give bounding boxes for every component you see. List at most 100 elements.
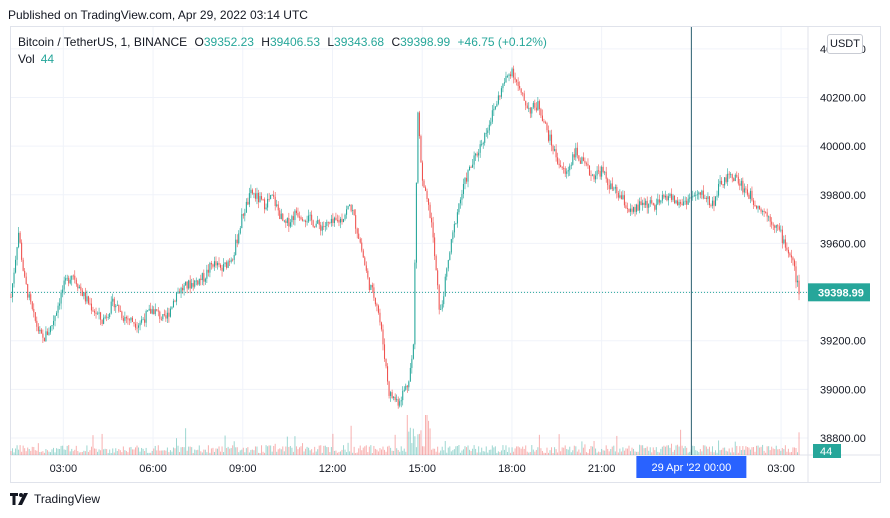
volume-bar: [285, 446, 287, 455]
candle-body: [15, 259, 17, 273]
volume-bar: [396, 448, 398, 455]
candle-body: [341, 218, 343, 223]
currency-button[interactable]: USDT: [827, 34, 863, 54]
candle-body: [305, 220, 307, 223]
candle-body: [330, 218, 332, 223]
candle-body: [461, 193, 463, 200]
candle-body: [380, 322, 383, 330]
candle-body: [207, 269, 209, 273]
volume-bar: [141, 447, 143, 455]
volume-bar: [66, 445, 68, 455]
candle-body: [634, 207, 636, 212]
candle-body: [280, 213, 282, 220]
volume-bar: [466, 447, 468, 455]
candle-body: [390, 392, 392, 396]
candle-body: [519, 86, 521, 89]
candle-body: [271, 194, 273, 196]
candle-body: [107, 317, 109, 318]
candle-body: [570, 164, 572, 166]
y-tick-label: 39200.00: [820, 336, 866, 348]
volume-bar: [672, 451, 674, 455]
volume-bar: [502, 445, 504, 455]
volume-bar: [503, 449, 505, 455]
volume-bar: [558, 434, 560, 455]
volume-bar: [588, 449, 590, 455]
volume-bar: [459, 452, 461, 455]
volume-bar: [768, 446, 770, 455]
candle-body: [484, 133, 486, 143]
volume-bar: [476, 452, 478, 455]
candle-body: [393, 396, 395, 398]
candle-body: [273, 194, 275, 197]
candle-body: [614, 186, 616, 189]
candle-body: [476, 153, 478, 156]
volume-bar: [232, 445, 234, 455]
candle-body: [481, 144, 483, 145]
volume-bar: [658, 452, 660, 455]
volume-bar: [701, 451, 703, 455]
candle-body: [702, 190, 704, 199]
volume-bar: [242, 447, 244, 455]
volume-bar: [109, 449, 111, 455]
candle-body: [661, 194, 663, 201]
volume-bar: [563, 447, 565, 455]
volume-bar: [500, 450, 502, 455]
candle-body: [251, 189, 253, 194]
volume-bar: [394, 434, 396, 455]
volume-bar: [176, 438, 178, 455]
candle-body: [267, 198, 269, 208]
volume-bar: [379, 448, 381, 455]
candle-body: [356, 228, 358, 234]
candle-body: [119, 311, 121, 313]
candle-body: [771, 221, 773, 225]
volume-bar: [112, 448, 114, 455]
volume-bar: [39, 451, 41, 455]
candle-body: [216, 262, 219, 266]
volume-bar: [461, 450, 463, 455]
candle-body: [479, 144, 481, 153]
candle-body: [97, 313, 99, 315]
volume-bar: [510, 452, 512, 455]
volume-bar: [333, 450, 335, 455]
candle-body: [762, 210, 764, 212]
candle-body: [350, 205, 352, 211]
volume-bar: [347, 442, 349, 455]
candle-body: [286, 218, 288, 224]
candle-body: [503, 82, 505, 84]
candle-body: [763, 210, 765, 213]
candle-body: [162, 314, 164, 320]
volume-bar: [405, 451, 407, 455]
candle-body: [642, 202, 644, 205]
candle-body: [522, 92, 524, 94]
candle-body: [561, 166, 563, 169]
candle-body: [485, 132, 487, 134]
low-value: 39343.68: [334, 35, 385, 49]
volume-bar: [674, 449, 676, 455]
volume-bar: [315, 451, 317, 455]
candle-body: [453, 224, 455, 233]
volume-bar: [294, 436, 296, 455]
volume-bar: [412, 428, 414, 455]
volume-bar: [226, 448, 228, 455]
volume-bar: [312, 452, 314, 455]
volume-bar: [702, 445, 704, 455]
volume-bar: [472, 448, 474, 455]
candle-body: [84, 292, 86, 302]
footer-brand[interactable]: TradingView: [10, 492, 100, 506]
volume-bar: [116, 451, 118, 455]
volume-bar: [388, 445, 390, 455]
volume-bar: [491, 445, 493, 455]
candle-body: [288, 218, 290, 227]
candle-body: [681, 203, 683, 205]
candle-body: [406, 385, 408, 388]
candle-body: [658, 199, 660, 203]
volume-bar: [431, 449, 433, 455]
candle-body: [232, 259, 234, 261]
candle-body: [566, 171, 568, 174]
candle-body: [557, 157, 559, 164]
candle-body: [383, 344, 386, 359]
volume-bar: [566, 449, 568, 455]
volume-bar: [438, 452, 440, 455]
volume-bar: [270, 445, 272, 455]
